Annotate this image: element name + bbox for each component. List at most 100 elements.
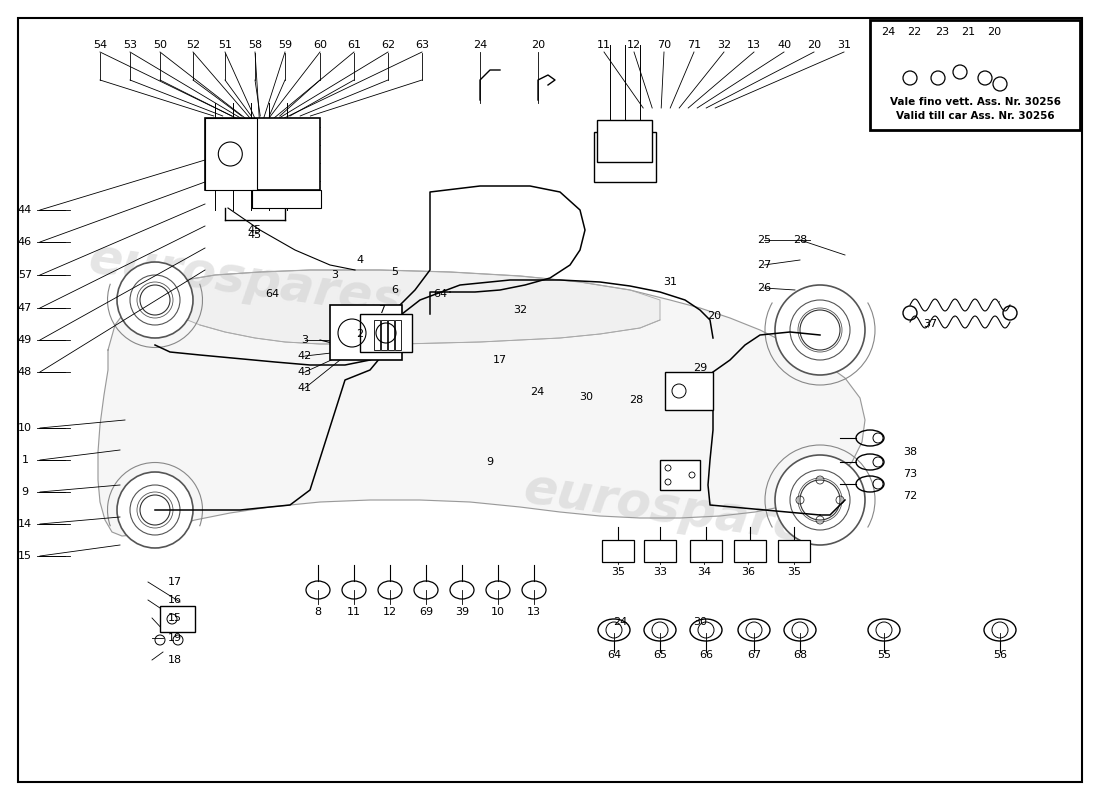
Text: 20: 20 — [807, 40, 821, 50]
Circle shape — [117, 472, 192, 548]
Bar — [205, 118, 320, 190]
Bar — [734, 540, 766, 562]
Circle shape — [117, 262, 192, 338]
Text: 29: 29 — [693, 363, 707, 373]
Circle shape — [138, 492, 173, 528]
Text: 64: 64 — [607, 650, 621, 660]
Text: 69: 69 — [419, 607, 433, 617]
Text: 15: 15 — [168, 613, 182, 623]
Bar — [360, 314, 412, 352]
Text: 35: 35 — [610, 567, 625, 577]
Bar — [778, 540, 810, 562]
Text: 36: 36 — [741, 567, 755, 577]
Text: 62: 62 — [381, 40, 395, 50]
Text: 19: 19 — [168, 633, 183, 643]
Text: 12: 12 — [383, 607, 397, 617]
Bar — [690, 540, 722, 562]
Text: 26: 26 — [757, 283, 771, 293]
Text: 70: 70 — [657, 40, 671, 50]
Text: 17: 17 — [493, 355, 507, 365]
Text: eurospares: eurospares — [85, 234, 405, 326]
Text: 68: 68 — [793, 650, 807, 660]
Text: 45: 45 — [248, 230, 262, 240]
Bar — [666, 372, 713, 410]
Text: 18: 18 — [168, 655, 183, 665]
Text: 13: 13 — [747, 40, 761, 50]
Circle shape — [138, 282, 173, 318]
Text: 9: 9 — [486, 457, 494, 467]
Circle shape — [776, 455, 865, 545]
Bar — [381, 320, 387, 350]
Bar — [160, 606, 195, 632]
Text: 24: 24 — [613, 617, 627, 627]
Text: 30: 30 — [693, 617, 707, 627]
Bar — [602, 540, 634, 562]
Text: 73: 73 — [903, 469, 917, 479]
Text: 20: 20 — [531, 40, 546, 50]
Text: Vale fino vett. Ass. Nr. 30256: Vale fino vett. Ass. Nr. 30256 — [890, 97, 1060, 107]
Bar — [374, 320, 379, 350]
Text: Valid till car Ass. Nr. 30256: Valid till car Ass. Nr. 30256 — [895, 111, 1054, 121]
Circle shape — [130, 275, 180, 325]
Text: 31: 31 — [837, 40, 851, 50]
Text: 20: 20 — [707, 311, 722, 321]
Text: 34: 34 — [697, 567, 711, 577]
Bar — [205, 118, 256, 190]
Circle shape — [130, 485, 180, 535]
Text: 22: 22 — [906, 27, 921, 37]
Text: 10: 10 — [491, 607, 505, 617]
Text: 2: 2 — [356, 329, 364, 339]
Text: 32: 32 — [717, 40, 732, 50]
Text: 58: 58 — [248, 40, 262, 50]
Text: 30: 30 — [579, 392, 593, 402]
Text: 57: 57 — [18, 270, 32, 280]
Text: 6: 6 — [392, 285, 398, 295]
Bar — [644, 540, 676, 562]
Circle shape — [790, 470, 850, 530]
Text: 40: 40 — [777, 40, 791, 50]
Text: 28: 28 — [793, 235, 807, 245]
Text: 56: 56 — [993, 650, 1007, 660]
Text: 64: 64 — [265, 289, 279, 299]
Text: 61: 61 — [346, 40, 361, 50]
Text: 67: 67 — [747, 650, 761, 660]
Text: 45: 45 — [248, 225, 262, 235]
Text: 33: 33 — [653, 567, 667, 577]
Text: 49: 49 — [18, 335, 32, 345]
Text: 59: 59 — [278, 40, 293, 50]
Text: 14: 14 — [18, 519, 32, 529]
Circle shape — [790, 300, 850, 360]
Text: 28: 28 — [629, 395, 644, 405]
Text: 10: 10 — [18, 423, 32, 433]
Text: 12: 12 — [627, 40, 641, 50]
Polygon shape — [98, 270, 865, 536]
Bar — [252, 190, 321, 208]
Text: 11: 11 — [346, 607, 361, 617]
Text: 51: 51 — [218, 40, 232, 50]
Text: 50: 50 — [153, 40, 167, 50]
Text: 71: 71 — [686, 40, 701, 50]
Text: 20: 20 — [987, 27, 1001, 37]
Text: 31: 31 — [663, 277, 676, 287]
Text: 37: 37 — [923, 319, 937, 329]
Text: 24: 24 — [881, 27, 895, 37]
Text: 3: 3 — [301, 335, 308, 345]
Text: 4: 4 — [356, 255, 364, 265]
Text: 7: 7 — [378, 305, 386, 315]
Text: 13: 13 — [527, 607, 541, 617]
Bar — [330, 305, 402, 360]
Text: 38: 38 — [903, 447, 917, 457]
Text: 54: 54 — [92, 40, 107, 50]
Text: 1: 1 — [22, 455, 29, 465]
Text: 21: 21 — [961, 27, 975, 37]
Text: 8: 8 — [315, 607, 321, 617]
Text: 64: 64 — [433, 289, 447, 299]
Text: 15: 15 — [18, 551, 32, 561]
Text: 16: 16 — [168, 595, 182, 605]
Text: 24: 24 — [530, 387, 544, 397]
Text: 63: 63 — [415, 40, 429, 50]
Text: 11: 11 — [597, 40, 611, 50]
Text: 23: 23 — [935, 27, 949, 37]
Text: 41: 41 — [298, 383, 312, 393]
Circle shape — [798, 478, 842, 522]
